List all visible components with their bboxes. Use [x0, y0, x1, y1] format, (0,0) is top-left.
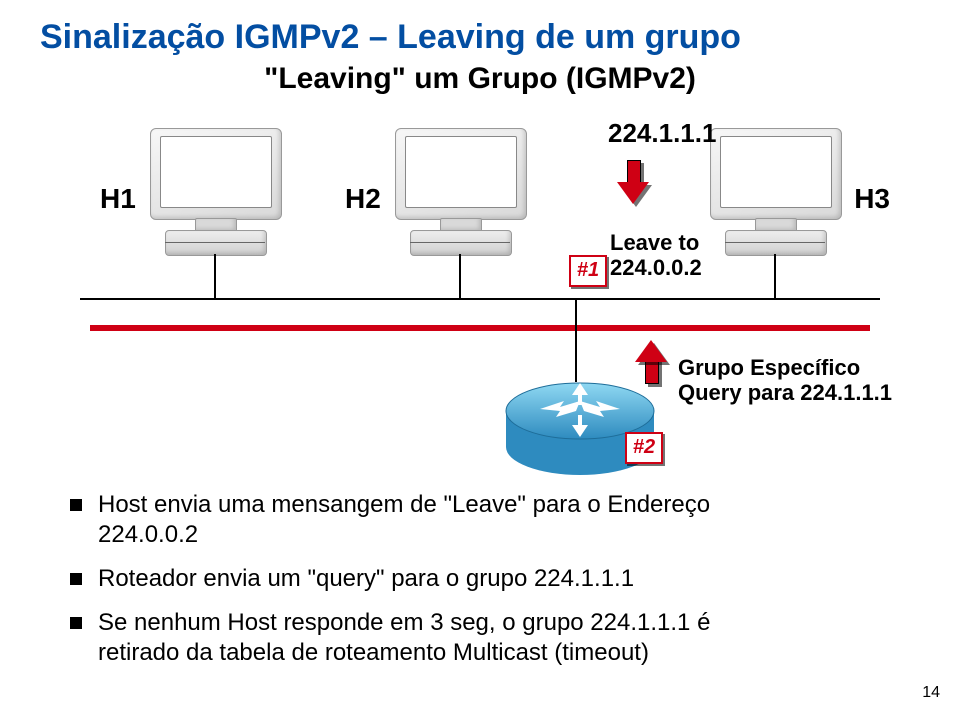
- page-number: 14: [922, 684, 940, 702]
- query-arrow-icon: [638, 340, 664, 384]
- bullet-item: Roteador envia um "query" para o grupo 2…: [70, 564, 910, 594]
- monitor-icon: [395, 128, 525, 228]
- subtitle-text: Leaving" um Grupo (IGMPv2): [278, 62, 696, 95]
- router-drop-line: [575, 300, 577, 382]
- bullet-text-2: retirado da tabela de roteamento Multica…: [98, 638, 910, 668]
- bullet-text-2: 224.0.0.2: [98, 520, 910, 550]
- query-label: Grupo Específico Query para 224.1.1.1: [678, 355, 892, 406]
- bullet-text: Host envia uma mensangem de "Leave" para…: [98, 491, 710, 518]
- leave-label: Leave to 224.0.0.2: [610, 230, 702, 281]
- cisco-divider-line: [90, 325, 870, 331]
- title-text: Sinalização IGMPv2 – Leaving de um grupo: [40, 18, 741, 56]
- subtitle-quote: ": [264, 62, 278, 95]
- bullet-list: Host envia uma mensangem de "Leave" para…: [70, 490, 910, 682]
- monitor-icon: [710, 128, 840, 228]
- leave-line2: 224.0.0.2: [610, 255, 702, 280]
- host-label: H2: [345, 183, 381, 215]
- network-bus-line: [80, 298, 880, 300]
- host-drop-line: [214, 254, 216, 300]
- bullet-item: Host envia uma mensangem de "Leave" para…: [70, 490, 910, 550]
- monitor-icon: [150, 128, 280, 228]
- router-icon: [500, 375, 660, 485]
- host-drop-line: [459, 254, 461, 300]
- host-label: H3: [854, 183, 890, 215]
- leave-arrow-icon: [620, 160, 646, 204]
- host-label: H1: [100, 183, 136, 215]
- slide-title: Sinalização IGMPv2 – Leaving de um grupo: [40, 18, 741, 57]
- host-h2: H2: [395, 128, 525, 228]
- bullet-text: Roteador envia um "query" para o grupo 2…: [98, 565, 634, 592]
- host-h1: H1: [150, 128, 280, 228]
- bullet-text: Se nenhum Host responde em 3 seg, o grup…: [98, 609, 710, 636]
- slide: Sinalização IGMPv2 – Leaving de um grupo…: [0, 0, 960, 714]
- bullet-item: Se nenhum Host responde em 3 seg, o grup…: [70, 608, 910, 668]
- leave-line1: Leave to: [610, 230, 699, 255]
- slide-subtitle: "Leaving" um Grupo (IGMPv2): [0, 62, 960, 96]
- tag-1: #1: [569, 255, 607, 287]
- host-drop-line: [774, 254, 776, 300]
- group-address: 224.1.1.1: [608, 118, 716, 149]
- query-line2: Query para 224.1.1.1: [678, 380, 892, 405]
- query-line1: Grupo Específico: [678, 355, 860, 380]
- tag-2: #2: [625, 432, 663, 464]
- host-h3: H3: [710, 128, 840, 228]
